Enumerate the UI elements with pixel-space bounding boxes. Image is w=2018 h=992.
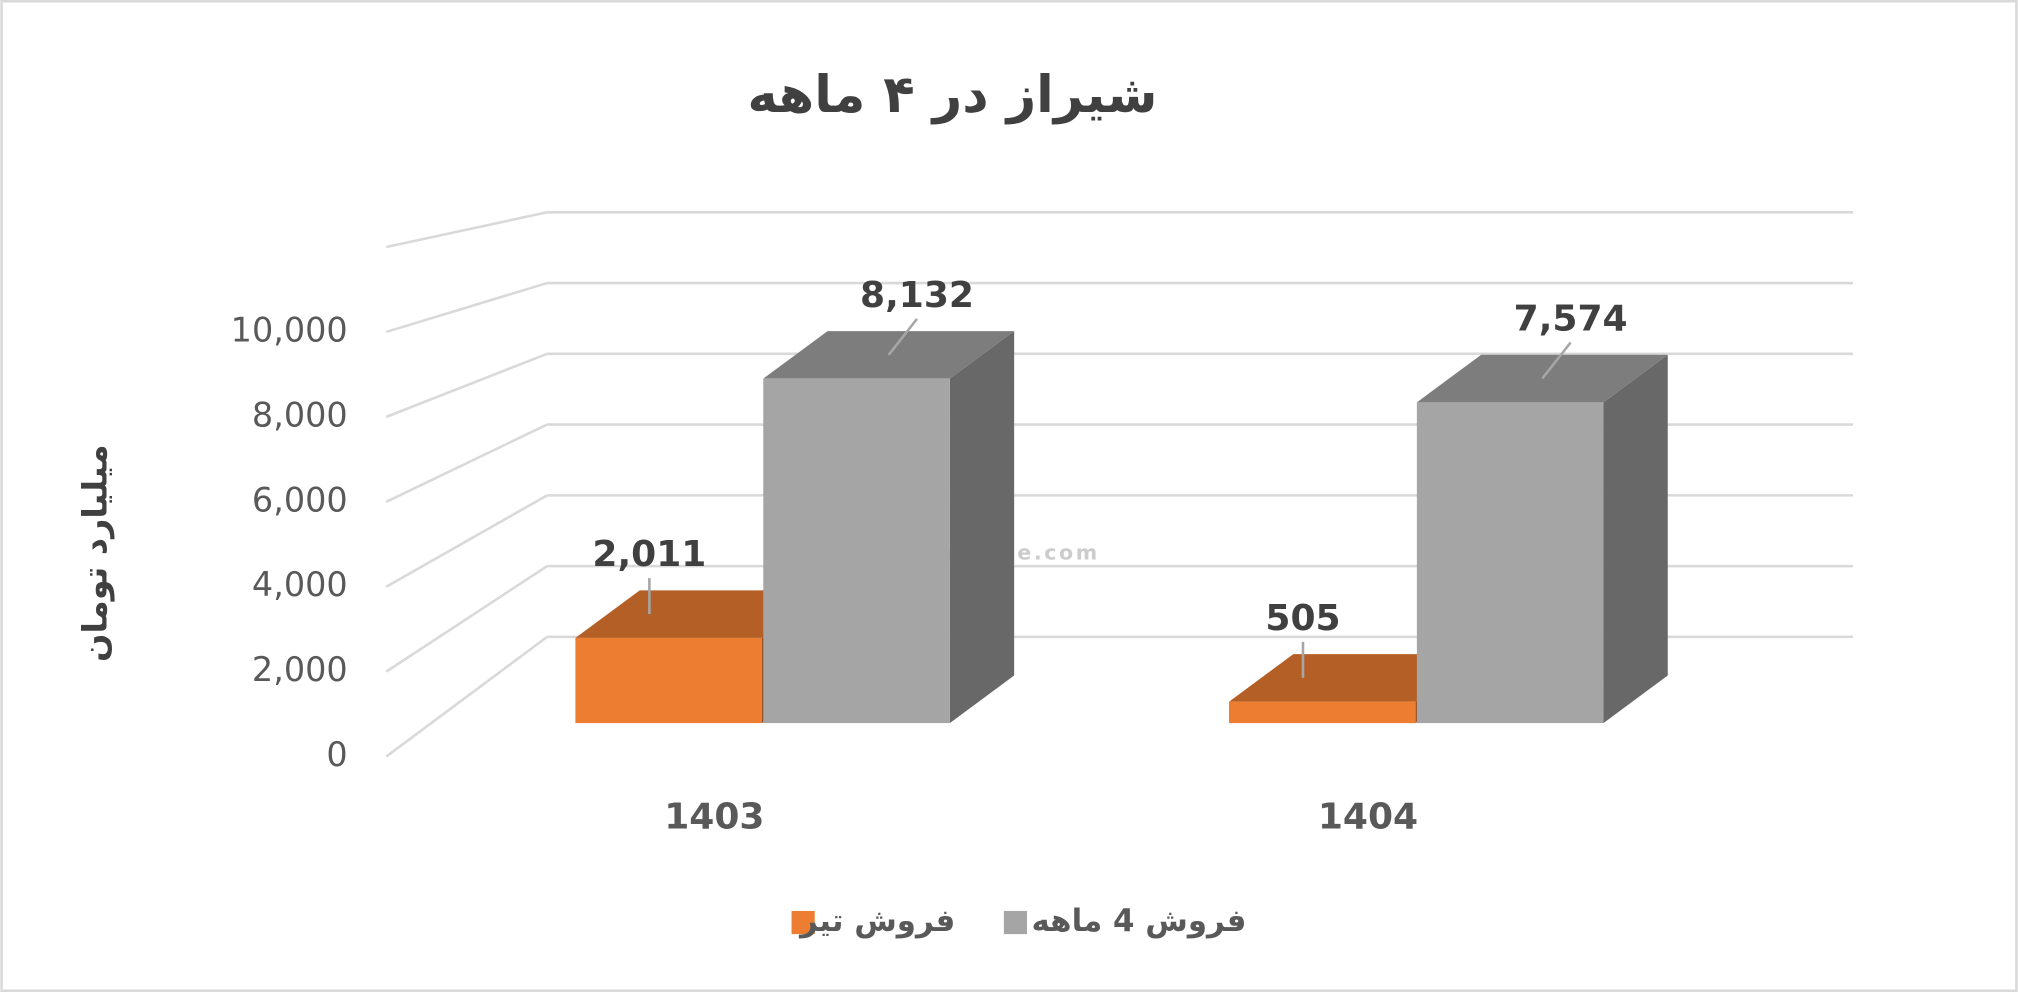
legend-swatch bbox=[791, 910, 815, 935]
legend-swatch bbox=[1003, 910, 1028, 935]
y-tick-label: 6,000 bbox=[252, 480, 348, 519]
legend-label: فروش 4 ماهه bbox=[1031, 903, 1246, 939]
data-label: 8,132 bbox=[860, 275, 974, 316]
bar bbox=[763, 378, 950, 724]
y-tick-label: 0 bbox=[326, 735, 347, 774]
chart-title: شیراز در ۴ ماهه bbox=[747, 65, 1157, 125]
grid-line bbox=[385, 281, 548, 334]
y-tick-label: 10,000 bbox=[231, 310, 348, 349]
bar-side bbox=[949, 331, 1015, 724]
leader-line bbox=[887, 318, 919, 356]
bar bbox=[1229, 701, 1416, 724]
data-label: 505 bbox=[1265, 598, 1340, 639]
bar-side bbox=[1603, 354, 1668, 724]
x-tick-label: 1404 bbox=[1318, 796, 1418, 837]
grid-line bbox=[385, 635, 548, 758]
legend-label: فروش تیر bbox=[798, 903, 955, 939]
bar-top bbox=[1416, 354, 1668, 403]
grid-line bbox=[385, 211, 548, 249]
y-axis-label: میلیارد تومان bbox=[75, 444, 115, 662]
grid-line bbox=[385, 352, 548, 419]
y-tick-label: 2,000 bbox=[252, 650, 348, 689]
y-tick-label: 8,000 bbox=[252, 395, 348, 434]
bar bbox=[575, 637, 762, 724]
grid-line bbox=[385, 565, 548, 673]
grid-line bbox=[385, 423, 548, 503]
data-label: 2,011 bbox=[592, 534, 706, 575]
x-tick-label: 1403 bbox=[664, 796, 764, 837]
leader-line bbox=[1541, 341, 1572, 380]
bar bbox=[1416, 402, 1604, 724]
data-label: 7,574 bbox=[1514, 299, 1628, 340]
grid-line bbox=[385, 494, 548, 588]
y-tick-label: 4,000 bbox=[252, 565, 348, 604]
